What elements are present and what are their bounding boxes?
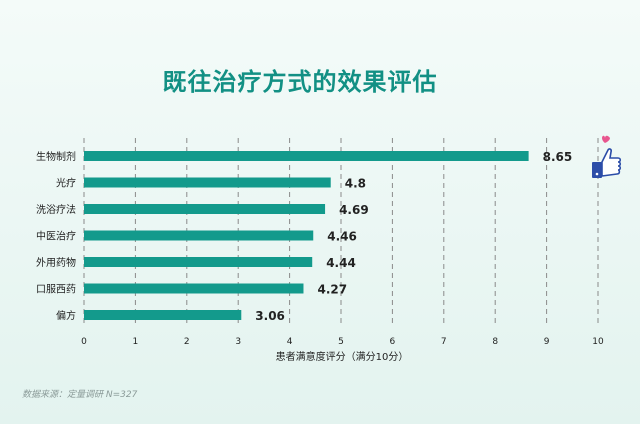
- category-label: 洗浴疗法: [36, 203, 76, 216]
- source-note: 数据来源：定量调研 N=327: [22, 390, 138, 400]
- x-tick-label: 10: [592, 337, 604, 347]
- bar: [84, 151, 529, 161]
- value-label: 4.8: [345, 177, 366, 191]
- category-label: 生物制剂: [36, 150, 76, 163]
- x-tick-label: 0: [81, 337, 87, 347]
- bar: [84, 204, 326, 214]
- value-label: 4.46: [327, 230, 357, 244]
- value-label: 4.69: [339, 203, 369, 217]
- x-tick-labels: 0 1 2 3 4 5 6 7 8 9 10: [81, 337, 604, 347]
- x-tick-label: 3: [235, 337, 241, 347]
- category-label: 中医治疗: [36, 230, 76, 243]
- x-tick-label: 9: [544, 337, 550, 347]
- category-label: 口服西药: [36, 284, 76, 296]
- x-tick-label: 8: [492, 337, 498, 347]
- x-axis-label: 患者满意度评分（满分10分）: [276, 350, 409, 363]
- category-label: 光疗: [56, 177, 76, 190]
- value-label: 4.27: [317, 283, 347, 297]
- value-label: 8.65: [543, 150, 573, 164]
- bar: [84, 310, 242, 320]
- value-labels: 8.65 4.8 4.69 4.46 4.44 4.27 3.06: [255, 150, 572, 323]
- x-tick-label: 6: [390, 337, 396, 347]
- x-tick-label: 2: [184, 337, 190, 347]
- category-label: 外用药物: [36, 256, 76, 269]
- x-tick-label: 1: [133, 337, 139, 347]
- bar: [84, 177, 331, 188]
- bars: [84, 151, 529, 320]
- category-label: 偏方: [56, 309, 76, 322]
- bar: [84, 230, 314, 241]
- chart-title: 既往治疗方式的效果评估: [162, 68, 438, 96]
- x-tick-label: 7: [441, 337, 447, 347]
- x-tick-label: 4: [287, 337, 293, 347]
- thumbs-up-icon: [592, 135, 622, 178]
- value-label: 4.44: [326, 256, 356, 270]
- x-tick-label: 5: [338, 337, 344, 347]
- bar: [84, 257, 313, 267]
- bar: [84, 283, 304, 294]
- value-label: 3.06: [255, 309, 285, 323]
